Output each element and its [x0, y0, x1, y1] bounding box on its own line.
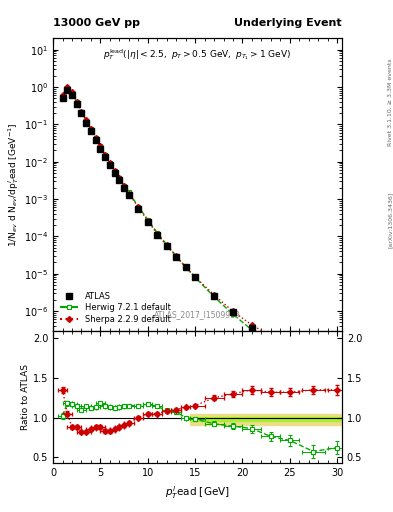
X-axis label: $p_T^l$ead [GeV]: $p_T^l$ead [GeV] — [165, 484, 230, 501]
Y-axis label: Ratio to ATLAS: Ratio to ATLAS — [21, 364, 30, 430]
Text: $p_T^{\rm lead}(|\eta| < 2.5,\ p_T > 0.5\ {\rm GeV},\ p_{T_1} > 1\ {\rm GeV})$: $p_T^{\rm lead}(|\eta| < 2.5,\ p_T > 0.5… — [103, 47, 292, 62]
Text: Rivet 3.1.10, ≥ 3.3M events: Rivet 3.1.10, ≥ 3.3M events — [387, 58, 392, 146]
Text: [arXiv:1306.3436]: [arXiv:1306.3436] — [387, 192, 392, 248]
Text: Underlying Event: Underlying Event — [234, 18, 342, 28]
Text: ATLAS_2017_I1509919: ATLAS_2017_I1509919 — [154, 310, 241, 319]
Text: 13000 GeV pp: 13000 GeV pp — [53, 18, 140, 28]
Y-axis label: 1/N$_{ev}$ d N$_{ev}$/dp$_{T}^{l}$ead [GeV$^{-1}$]: 1/N$_{ev}$ d N$_{ev}$/dp$_{T}^{l}$ead [G… — [6, 122, 21, 247]
Legend: ATLAS, Herwig 7.2.1 default, Sherpa 2.2.9 default: ATLAS, Herwig 7.2.1 default, Sherpa 2.2.… — [57, 289, 173, 326]
